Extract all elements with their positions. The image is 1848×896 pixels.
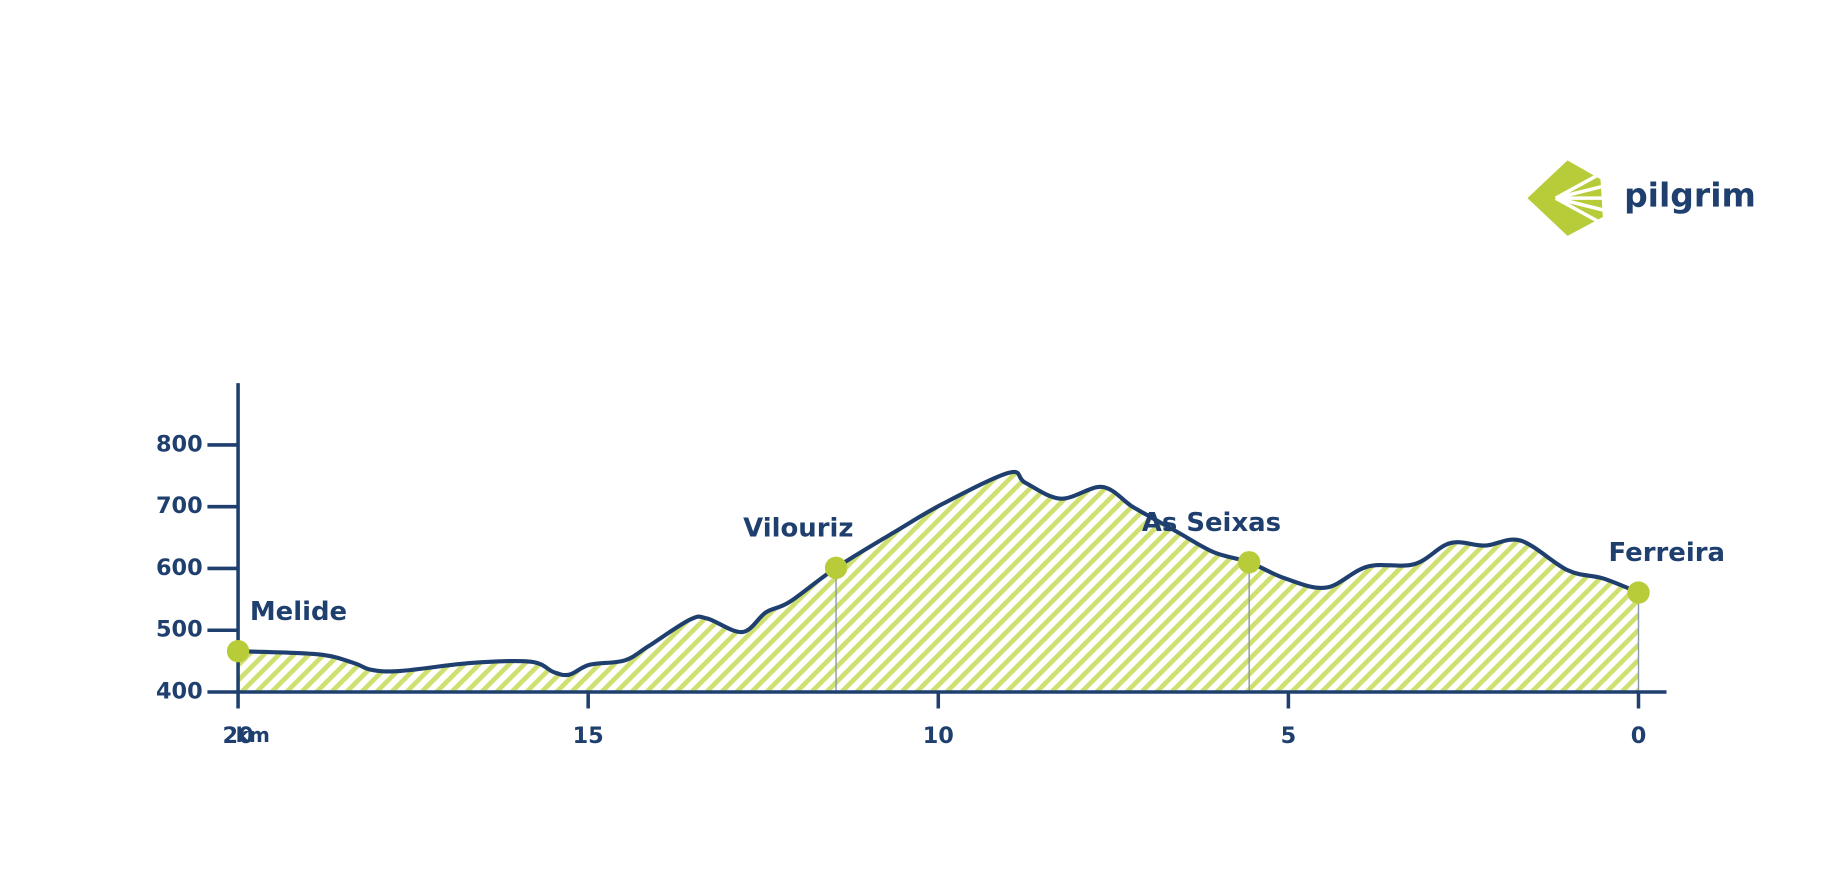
logo-text: pilgrim — [1624, 175, 1756, 214]
y-tick-label: 700 — [156, 493, 203, 519]
place-marker — [226, 640, 250, 663]
x-tick-label: 10 — [923, 723, 954, 749]
place-label: Vilouriz — [743, 513, 853, 543]
place-marker — [1627, 581, 1650, 604]
x-tick-label: 15 — [573, 723, 604, 749]
logo-shell — [1527, 160, 1609, 236]
place-label: Melide — [250, 597, 347, 627]
line — [237, 469, 1640, 678]
y-tick-label: 400 — [156, 678, 203, 704]
x-tick-label: 0 — [1631, 723, 1647, 749]
x-axis-label: km — [236, 723, 270, 747]
place-marker — [1237, 551, 1261, 574]
place-marker — [824, 556, 848, 580]
y-tick-label: 500 — [156, 617, 203, 643]
logo: pilgrim — [1527, 160, 1756, 236]
x-tick-label: 20 — [223, 723, 254, 749]
y-tick-label: 800 — [156, 431, 203, 457]
y-tick-label: 600 — [156, 555, 203, 581]
x-tick-label: 5 — [1281, 723, 1297, 749]
place-label: Ferreira — [1609, 538, 1725, 568]
place-label: As Seixas — [1142, 508, 1281, 538]
area — [238, 471, 1639, 692]
